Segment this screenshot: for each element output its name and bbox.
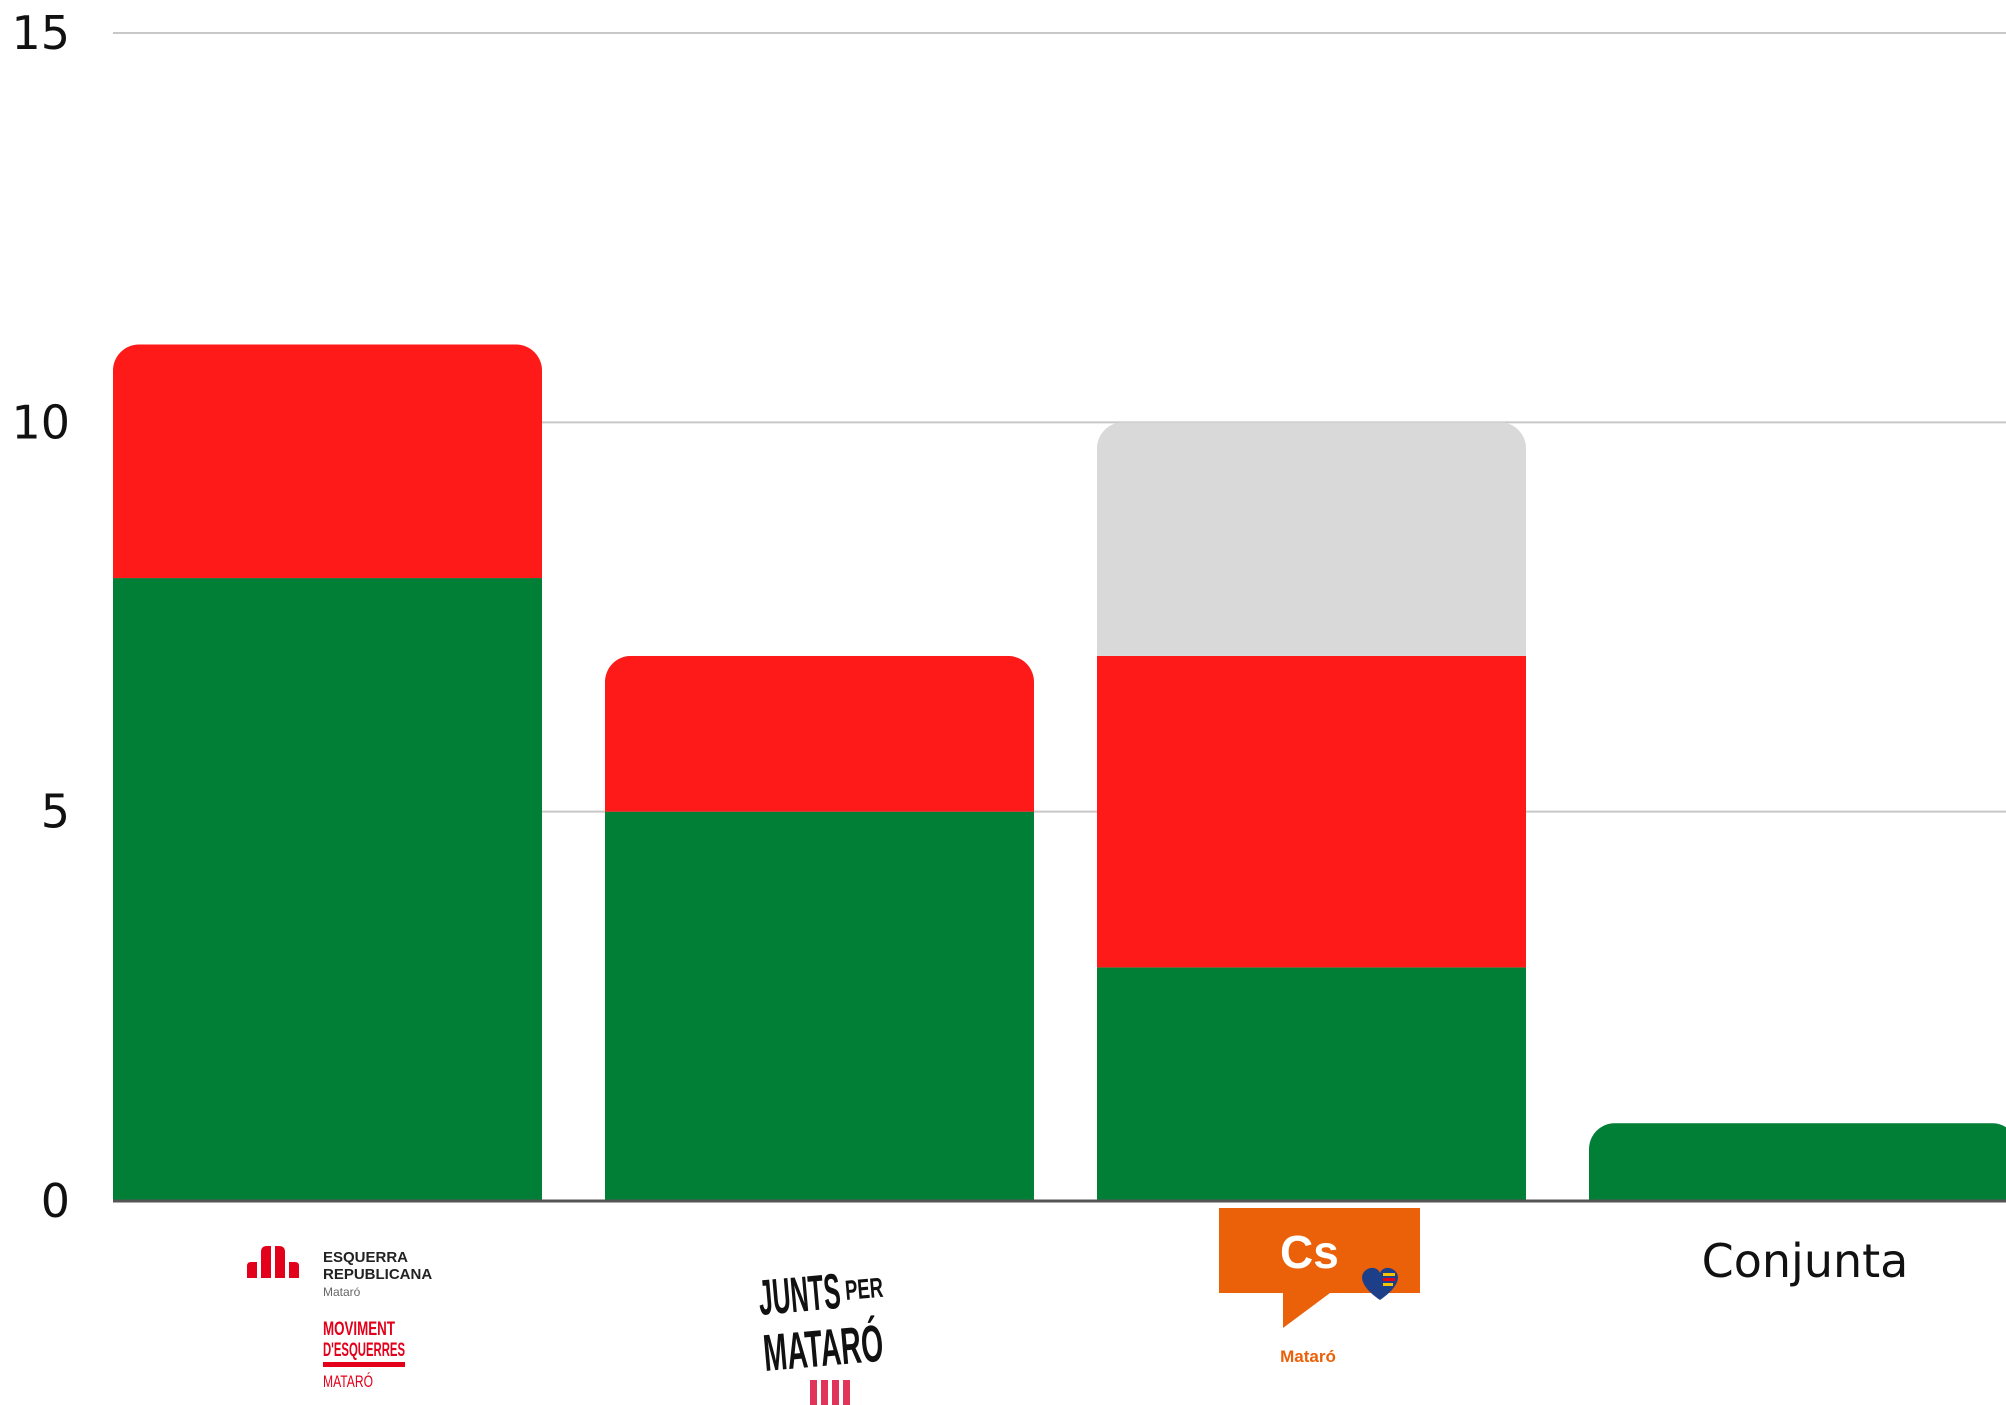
cs-speech-bubble-icon <box>1219 1208 1420 1328</box>
erc-mark-stripe <box>275 1246 285 1278</box>
erc-logo-sub2: D'ESQUERRES <box>323 1340 405 1361</box>
bar-stack <box>605 655 1034 1201</box>
bar-segment <box>113 344 542 579</box>
junts-stripe <box>821 1380 828 1405</box>
bar-segment <box>605 811 1034 1201</box>
junts-logo-stripes <box>810 1380 850 1405</box>
bar-stack <box>1097 422 1526 1201</box>
bars <box>113 344 2006 1201</box>
junts-logo-word2: PER <box>844 1272 885 1306</box>
cs-heart-stripe <box>1383 1278 1395 1281</box>
junts-stripe <box>832 1380 839 1405</box>
bar-stack <box>113 344 542 1201</box>
category-logo-cs: Cs Mataró <box>1219 1208 1420 1366</box>
cs-logo-city: Mataró <box>1280 1347 1336 1366</box>
erc-logo-sub1: MOVIMENT <box>323 1319 395 1340</box>
bar-segment <box>605 655 1034 812</box>
cs-heart-icon <box>1362 1267 1398 1300</box>
erc-mark-stripe <box>247 1262 257 1278</box>
erc-mark-stripe <box>261 1246 271 1278</box>
junts-stripe <box>843 1380 850 1405</box>
cs-heart-stripe <box>1383 1283 1393 1286</box>
junts-stripe <box>810 1380 817 1405</box>
bar-segment <box>1097 422 1526 656</box>
category-logo-erc: ESQUERRA REPUBLICANA Mataró MOVIMENT D'E… <box>247 1246 432 1391</box>
category-logo-junts: JUNTS PER MATARÓ <box>756 1263 886 1405</box>
bar-segment <box>1097 967 1526 1201</box>
y-tick-label: 0 <box>41 1174 70 1228</box>
bar-segment <box>113 578 542 1201</box>
bar-segment <box>1097 655 1526 968</box>
erc-logo-sub3: MATARÓ <box>323 1372 373 1391</box>
y-tick-label: 5 <box>41 785 70 839</box>
y-tick-label: 10 <box>11 395 70 449</box>
cs-logo-mark: Cs <box>1280 1226 1339 1278</box>
erc-logo-underline <box>323 1362 405 1367</box>
junts-logo-word1: JUNTS <box>756 1263 843 1326</box>
y-tick-label: 15 <box>11 6 70 60</box>
bar-stack <box>1589 1123 2006 1201</box>
cs-heart-stripe <box>1383 1273 1395 1276</box>
erc-bars-icon <box>247 1246 299 1278</box>
erc-logo-line2: REPUBLICANA <box>323 1266 432 1283</box>
bar-segment <box>1589 1123 2006 1201</box>
erc-logo-line1: ESQUERRA <box>323 1249 408 1266</box>
erc-mark-stripe <box>289 1262 299 1278</box>
junts-logo-word3: MATARÓ <box>761 1315 886 1383</box>
category-label-conjunta: Conjunta <box>1702 1234 1909 1288</box>
erc-logo-city: Mataró <box>323 1285 361 1299</box>
y-axis-tick-labels: 0 5 10 15 <box>11 6 70 1228</box>
